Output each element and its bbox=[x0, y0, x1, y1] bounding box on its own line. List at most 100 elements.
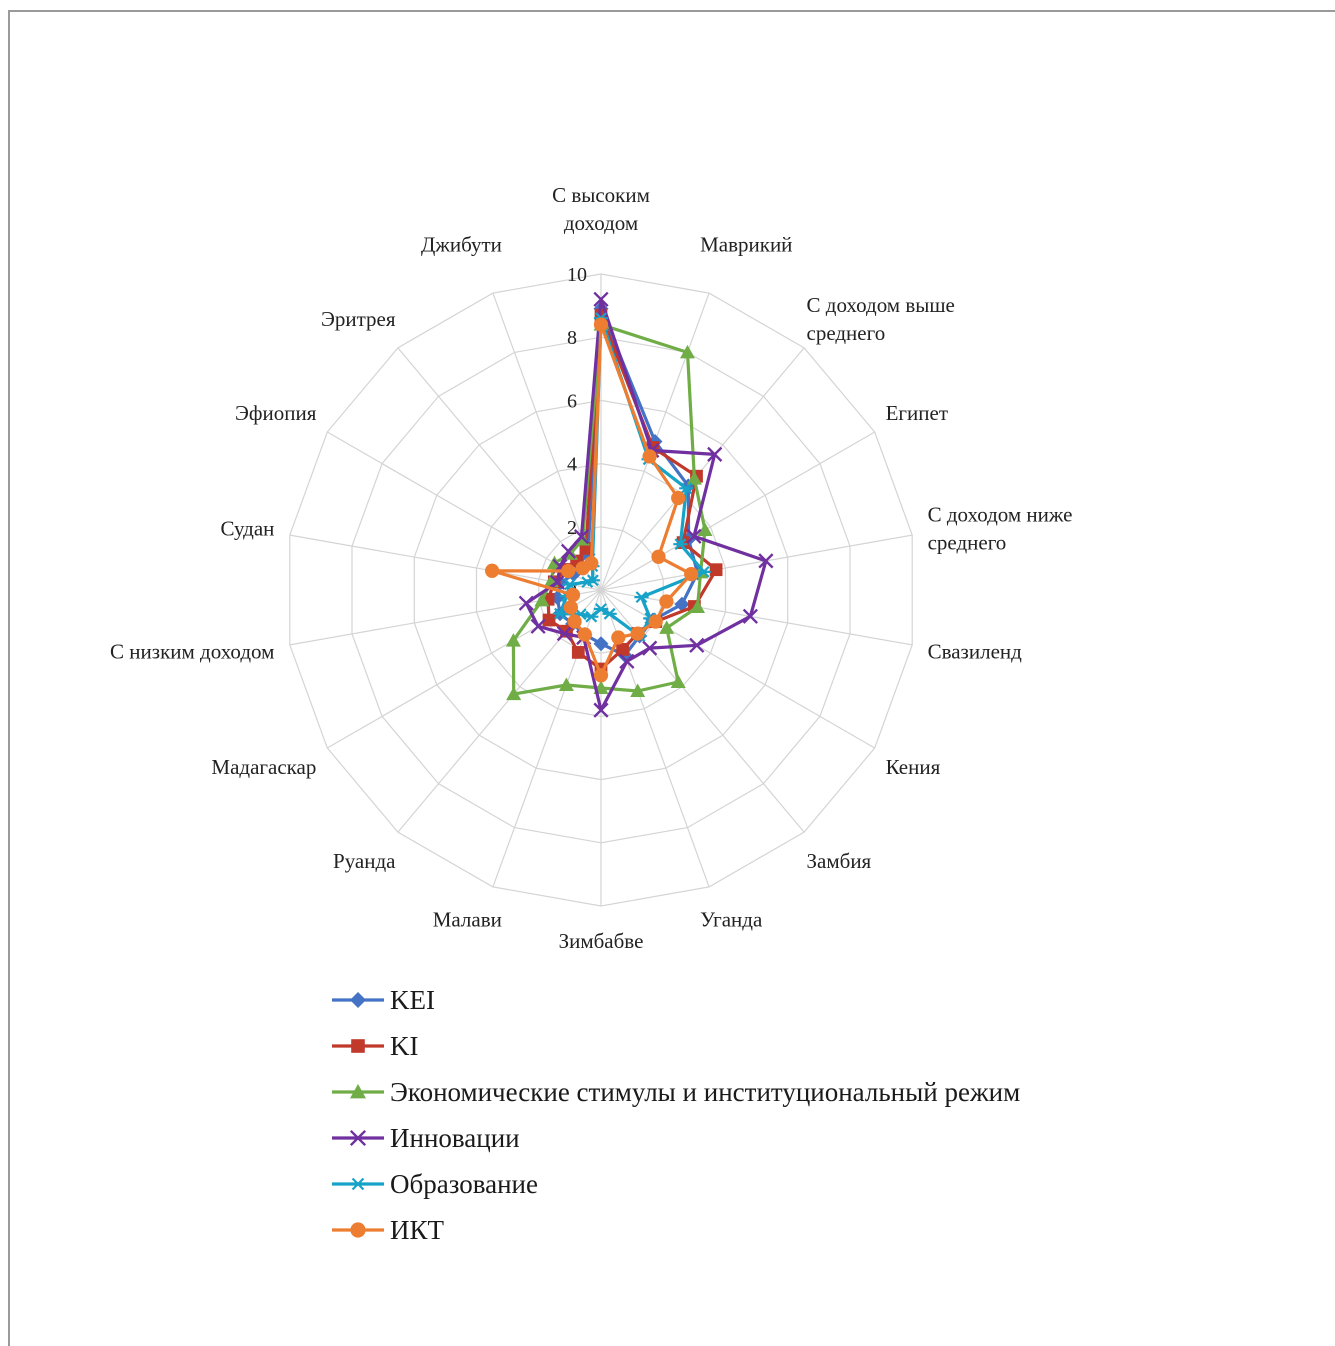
series-layer bbox=[484, 291, 774, 718]
legend-item: KEI bbox=[332, 985, 435, 1015]
category-label: Судан bbox=[220, 517, 274, 541]
legend-item: Экономические стимулы и институциональны… bbox=[332, 1077, 1020, 1107]
data-point bbox=[634, 591, 649, 604]
series-4 bbox=[518, 291, 774, 718]
data-point bbox=[686, 471, 702, 485]
data-point bbox=[484, 563, 500, 578]
category-labels: С высоким доходом Маврикий С доходом выше ср… bbox=[110, 183, 1072, 953]
legend-label: Образование bbox=[390, 1169, 538, 1199]
legend-marker bbox=[350, 1222, 366, 1238]
category-label: Мадагаскар bbox=[211, 755, 316, 779]
data-point bbox=[690, 599, 705, 613]
data-point bbox=[556, 626, 572, 642]
data-point bbox=[561, 563, 576, 579]
data-point bbox=[709, 563, 723, 577]
data-point bbox=[619, 653, 635, 669]
data-point bbox=[659, 594, 674, 609]
category-label: Зимбабве bbox=[559, 929, 644, 953]
data-point bbox=[659, 620, 675, 634]
legend-label: Экономические стимулы и институциональны… bbox=[390, 1077, 1020, 1107]
data-point bbox=[593, 317, 609, 332]
legend-marker bbox=[350, 992, 366, 1008]
data-point bbox=[642, 640, 658, 656]
legend-label: Инновации bbox=[390, 1123, 520, 1153]
series-3 bbox=[505, 317, 713, 701]
data-point bbox=[549, 574, 565, 590]
legend-marker bbox=[349, 1129, 367, 1147]
grid-spoke bbox=[600, 347, 805, 591]
grid-spoke bbox=[600, 589, 875, 749]
data-point bbox=[593, 668, 609, 683]
data-point bbox=[689, 637, 705, 653]
data-point bbox=[673, 538, 688, 551]
category-label: Уганда bbox=[700, 908, 763, 932]
tick-label: 6 bbox=[567, 390, 577, 412]
category-label: Замбия bbox=[807, 849, 872, 873]
data-point bbox=[577, 627, 592, 642]
data-point bbox=[506, 686, 522, 701]
series-line bbox=[524, 297, 768, 712]
data-point bbox=[611, 630, 626, 645]
legend-label: KEI bbox=[390, 985, 435, 1015]
chart-frame bbox=[8, 10, 1335, 1346]
category-label: С низким доходом bbox=[110, 640, 274, 664]
data-point bbox=[552, 607, 568, 620]
data-point bbox=[642, 449, 657, 464]
data-point bbox=[697, 522, 713, 536]
data-point bbox=[686, 528, 702, 544]
data-point bbox=[651, 549, 666, 564]
grid-spoke bbox=[600, 431, 875, 591]
category-label: Египет bbox=[886, 401, 948, 425]
legend-item: KI bbox=[332, 1031, 419, 1061]
data-point bbox=[505, 633, 521, 647]
data-point bbox=[534, 592, 550, 607]
data-point bbox=[680, 344, 695, 359]
data-point bbox=[742, 608, 758, 624]
category-label: С высоким доходом bbox=[552, 183, 650, 235]
data-point bbox=[560, 543, 577, 559]
category-label: Эфиопия bbox=[235, 401, 317, 425]
tick-label: 10 bbox=[567, 264, 587, 286]
data-point bbox=[518, 595, 534, 611]
legend-marker bbox=[350, 1084, 366, 1099]
category-label: Кения bbox=[886, 755, 941, 779]
data-point bbox=[593, 603, 609, 615]
category-label: Малави bbox=[433, 908, 502, 932]
legend-item: ИКТ bbox=[332, 1215, 445, 1245]
data-point bbox=[684, 566, 699, 582]
category-label: С доходом ниже среднего bbox=[928, 503, 1073, 555]
legend: KEI KI Экономические стимулы и институцион… bbox=[332, 985, 1020, 1245]
data-point bbox=[584, 610, 599, 623]
category-label: С доходом выше среднего bbox=[807, 293, 955, 345]
category-label: Свазиленд bbox=[928, 640, 1023, 664]
legend-label: ИКТ bbox=[390, 1215, 445, 1245]
tick-label: 2 bbox=[567, 517, 577, 539]
data-point bbox=[630, 626, 645, 641]
data-point bbox=[573, 529, 590, 545]
data-point bbox=[593, 702, 609, 718]
data-point bbox=[530, 618, 546, 634]
data-point bbox=[671, 490, 686, 506]
legend-item: Образование bbox=[332, 1169, 538, 1199]
series-line bbox=[511, 323, 707, 696]
legend-marker bbox=[350, 1177, 366, 1191]
data-point bbox=[565, 587, 581, 603]
category-label: Джибути bbox=[421, 232, 502, 256]
legend-marker bbox=[351, 1039, 365, 1053]
data-point bbox=[648, 614, 663, 629]
series-6 bbox=[484, 317, 699, 683]
data-point bbox=[593, 291, 609, 307]
data-point bbox=[567, 614, 582, 629]
data-point bbox=[696, 565, 711, 578]
data-point bbox=[584, 556, 599, 571]
data-point bbox=[616, 643, 629, 656]
grid-spoke bbox=[600, 534, 913, 591]
data-point bbox=[679, 482, 694, 495]
radar-grid bbox=[289, 273, 913, 907]
data-point bbox=[542, 613, 556, 627]
category-label: Маврикий bbox=[700, 232, 792, 256]
data-point bbox=[707, 446, 723, 462]
data-point bbox=[585, 574, 601, 587]
tick-label: 4 bbox=[567, 454, 577, 476]
